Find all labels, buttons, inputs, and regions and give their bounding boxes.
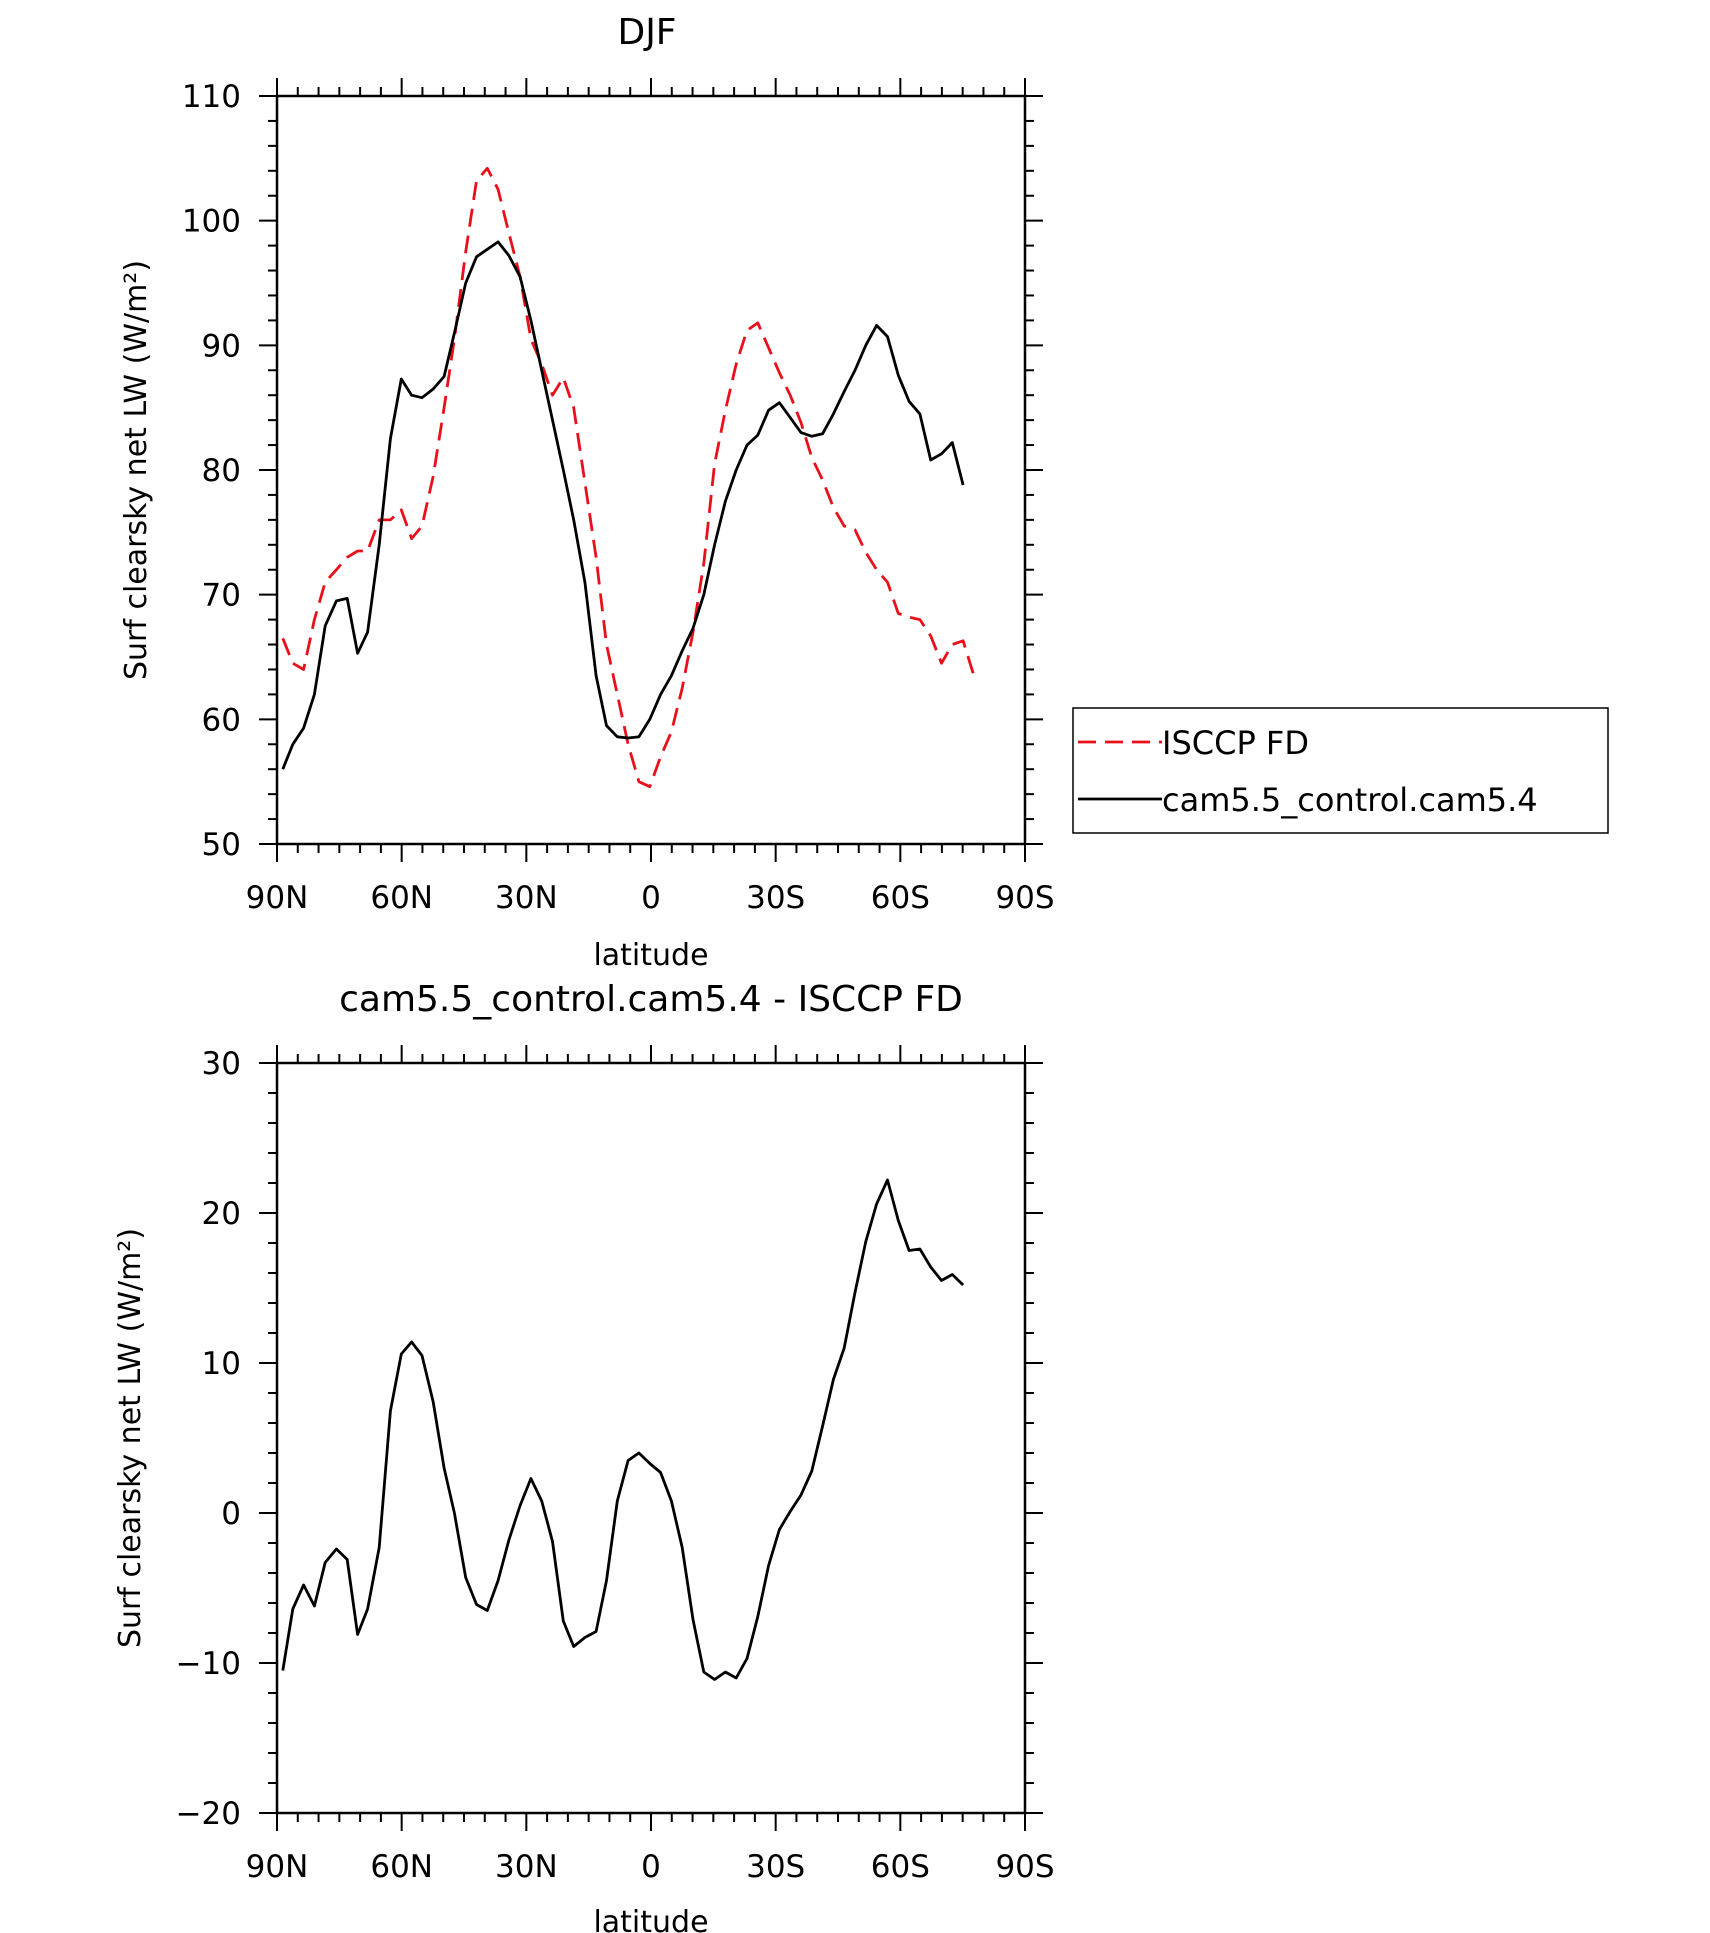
y-tick-label: 110	[182, 79, 241, 115]
legend-label-isccp: ISCCP FD	[1162, 724, 1309, 762]
y-tick-label: 10	[202, 1346, 241, 1382]
tick-labels: 90N 60N 30N 0 30S 60S 90S 50 60 70 80 90 100 110	[182, 79, 1055, 916]
y-axis-label: Surf clearsky net LW (W/m²)	[119, 260, 154, 680]
legend-label-model: cam5.5_control.cam5.4	[1162, 781, 1538, 819]
x-tick-label: 60S	[871, 1849, 930, 1885]
y-tick-label: 20	[202, 1196, 241, 1232]
y-tick-label: 70	[202, 578, 241, 614]
series-line-model	[281, 240, 965, 770]
bottom-panel: cam5.5_control.cam5.4 - ISCCP FD 90N 60N 3…	[113, 979, 1055, 1933]
y-tick-label: 60	[202, 702, 241, 738]
legend: ISCCP FD cam5.5_control.cam5.4	[1072, 707, 1609, 834]
x-tick-label: 30S	[746, 880, 805, 916]
x-tick-label: 0	[641, 1849, 661, 1885]
x-tick-label: 90S	[995, 880, 1054, 916]
x-tick-label: 90S	[995, 1849, 1054, 1885]
x-tick-label: 60N	[370, 880, 433, 916]
y-tick-label: 80	[202, 453, 241, 489]
plot-lines	[281, 166, 976, 789]
y-tick-label: 90	[202, 328, 241, 364]
plot-frame	[275, 94, 1027, 846]
y-tick-label: −10	[176, 1646, 241, 1682]
panel-title: DJF	[617, 12, 676, 53]
y-axis-label: Surf clearsky net LW (W/m²)	[113, 1228, 148, 1648]
tick-labels: 90N 60N 30N 0 30S 60S 90S −20 −10 0 10 20 30	[176, 1046, 1055, 1885]
x-axis-label: latitude	[593, 938, 708, 973]
legend-box	[1072, 707, 1609, 834]
y-tick-label: 50	[202, 827, 241, 863]
y-tick-label: 30	[202, 1046, 241, 1082]
x-tick-label: 30N	[495, 880, 558, 916]
x-tick-label: 60N	[370, 1849, 433, 1885]
x-tick-label: 60S	[871, 880, 930, 916]
x-tick-label: 90N	[246, 880, 309, 916]
panel-title: cam5.5_control.cam5.4 - ISCCP FD	[339, 979, 963, 1020]
x-axis-label: latitude	[593, 1905, 708, 1933]
y-tick-label: 100	[182, 204, 241, 240]
plot-frame	[275, 1061, 1027, 1815]
plot-lines	[281, 1178, 965, 1681]
top-panel: DJF 90N 60N 30N 0 30S 60S 90S5060708090100110 …	[119, 12, 1055, 973]
x-tick-label: 90N	[246, 1849, 309, 1885]
axis-ticks	[259, 1045, 1043, 1831]
series-line-model	[281, 1178, 965, 1681]
x-tick-label: 30S	[746, 1849, 805, 1885]
axis-ticks	[259, 78, 1043, 862]
x-tick-label: 0	[641, 880, 661, 916]
x-tick-label: 30N	[495, 1849, 558, 1885]
series-line-isccp	[281, 166, 976, 789]
y-tick-label: −20	[176, 1796, 241, 1832]
y-tick-label: 0	[221, 1496, 241, 1532]
